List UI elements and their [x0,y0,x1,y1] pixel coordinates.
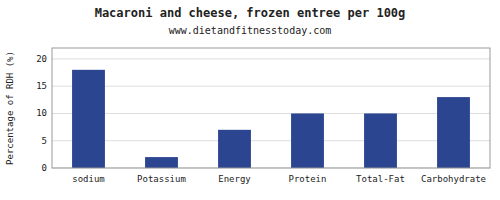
title: Macaroni and cheese, frozen entree per 1… [95,6,406,20]
y-tick-label: 0 [42,163,47,173]
x-tick-label: Protein [289,174,327,184]
bars [72,70,470,168]
grid-line [52,140,490,141]
y-axis-label: Percentage of RDH (%) [5,51,15,165]
bar [291,113,324,168]
y-tick-label: 20 [36,54,47,64]
bar [364,113,397,168]
bar [218,130,251,168]
bar [437,97,470,168]
plot-frame [52,48,490,168]
chart-svg: Macaroni and cheese, frozen entree per 1… [0,0,500,200]
bar [72,70,105,168]
y-tick-label: 15 [36,81,47,91]
y-tick-label: 10 [36,108,47,118]
grid-line [52,86,490,87]
chart-container: Macaroni and cheese, frozen entree per 1… [0,0,500,200]
x-tick-label: sodium [72,174,105,184]
grid-line [52,113,490,114]
x-tick-label: Potassium [137,174,186,184]
y-tick-label: 5 [42,136,47,146]
subtitle: www.dietandfitnesstoday.com [169,25,332,36]
x-tick-label: Carbohydrate [421,174,486,184]
grid-line [52,58,490,59]
x-tick-label: Total-Fat [356,174,405,184]
bar [145,157,178,168]
x-tick-label: Energy [218,174,251,184]
